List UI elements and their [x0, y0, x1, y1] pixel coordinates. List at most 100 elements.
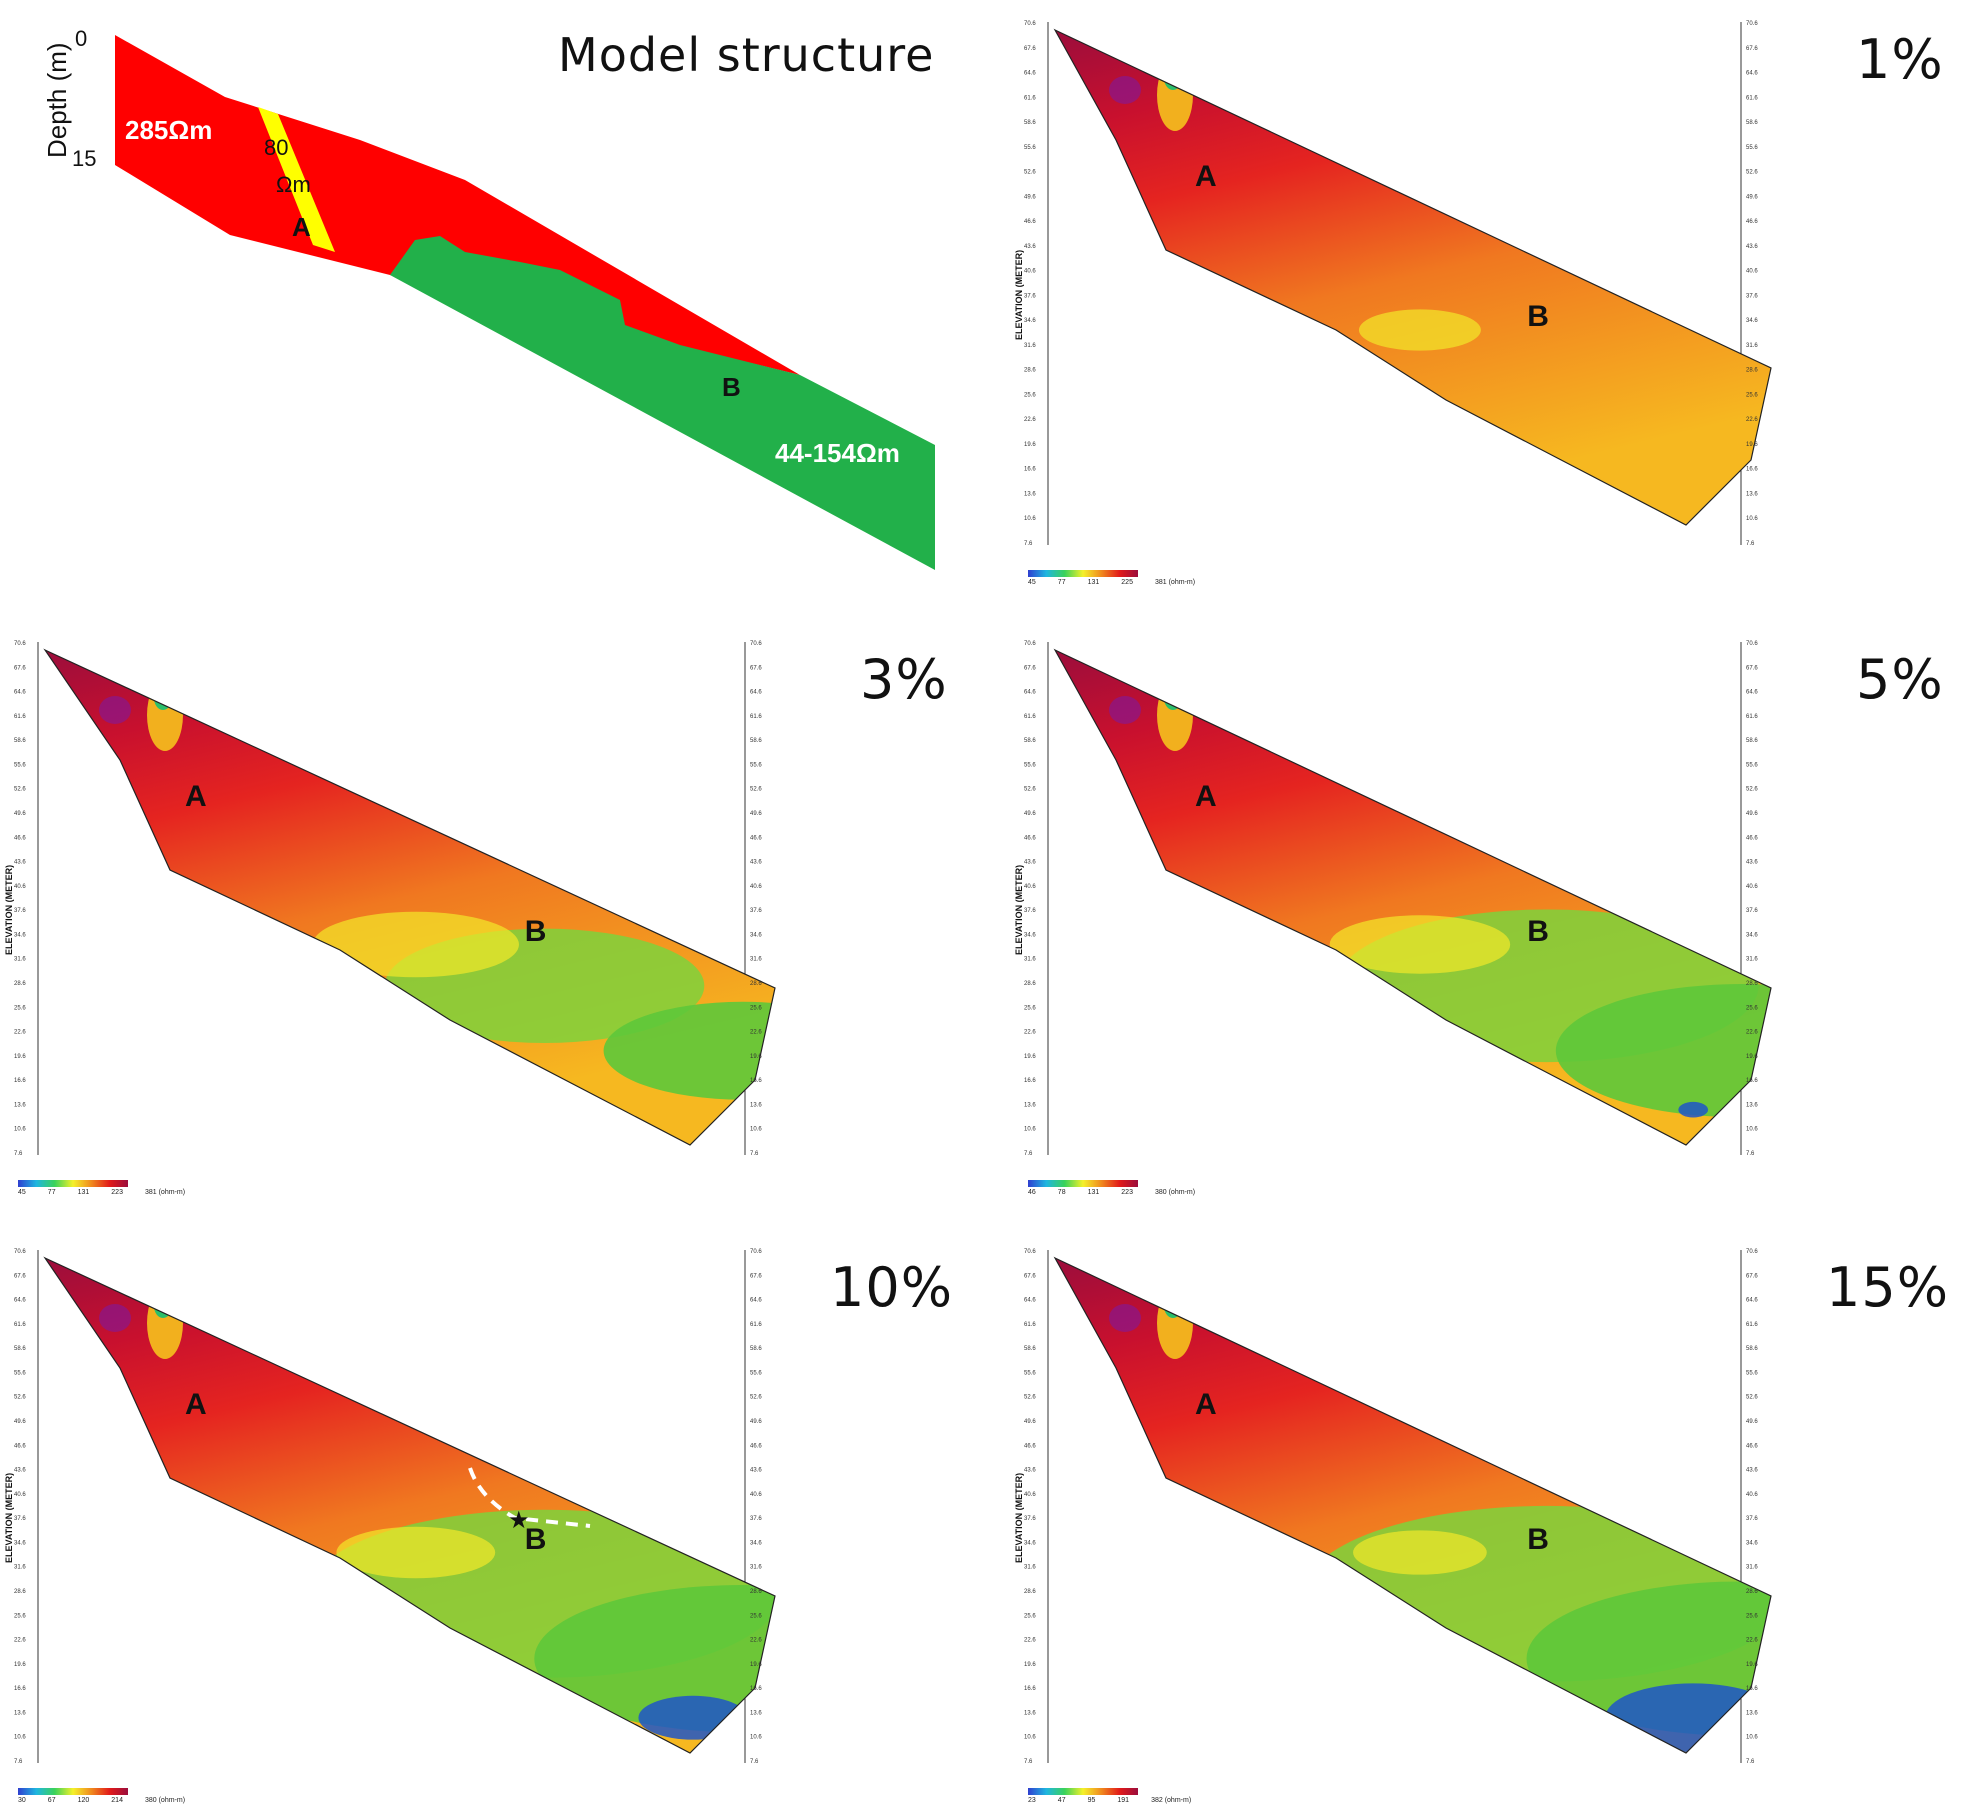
transition-zone — [336, 1526, 496, 1579]
elevation-tick-left: 28.6 — [14, 981, 26, 987]
colorbar-tick: 380 (ohm-m) — [1154, 1189, 1196, 1196]
section-outline — [1053, 648, 1772, 1146]
elevation-tick-left: 31.6 — [14, 957, 26, 963]
elevation-tick-right: 37.6 — [1746, 1516, 1758, 1522]
model-structure-drawing — [115, 35, 935, 570]
anomaly-a — [1157, 59, 1193, 131]
section-panel-5pct: 70.6 70.6 67.6 67.6 64.6 64.6 61.6 61.6 58.6 58.6… — [1010, 620, 1986, 1210]
elevation-tick-right: 25.6 — [750, 1613, 762, 1619]
elevation-tick-right: 28.6 — [1746, 1589, 1758, 1595]
elevation-tick-left: 7.6 — [14, 1759, 23, 1765]
elevation-tick-left: 25.6 — [1024, 392, 1036, 398]
interpreted-boundary — [468, 1467, 591, 1528]
elevation-tick-right: 25.6 — [750, 1005, 762, 1011]
elevation-tick-left: 10.6 — [1024, 1127, 1036, 1133]
elevation-tick-left: 70.6 — [14, 641, 26, 647]
anomaly-a-core — [1164, 1294, 1182, 1318]
elevation-tick-right: 43.6 — [1746, 244, 1758, 250]
elevation-tick-right: 19.6 — [750, 1054, 762, 1060]
elevation-tick-right: 67.6 — [750, 665, 762, 671]
model-title: Model structure — [558, 28, 935, 82]
elevation-tick-left: 34.6 — [1024, 318, 1036, 324]
model-upper-resistivity: 285Ωm — [125, 115, 213, 145]
elevation-tick-right: 61.6 — [1746, 714, 1758, 720]
elevation-tick-left: 10.6 — [1024, 1735, 1036, 1741]
colorbar-tick: 23 — [1028, 1797, 1036, 1804]
elevation-tick-right: 52.6 — [750, 1395, 762, 1401]
elevation-tick-left: 40.6 — [1024, 1492, 1036, 1498]
elevation-tick-right: 46.6 — [750, 835, 762, 841]
elevation-tick-left: 58.6 — [1024, 738, 1036, 744]
low-resistivity-zone — [1526, 1581, 1771, 1736]
elevation-tick-right: 70.6 — [750, 641, 762, 647]
elevation-tick-right: 55.6 — [1746, 1370, 1758, 1376]
elevation-tick-right: 31.6 — [1746, 1565, 1758, 1571]
elevation-tick-left: 13.6 — [1024, 1710, 1036, 1716]
elevation-tick-right: 49.6 — [1746, 194, 1758, 200]
colorbar-tick: 120 — [77, 1797, 90, 1804]
model-dyke-a — [258, 107, 335, 252]
elevation-tick-right: 19.6 — [1746, 442, 1758, 448]
elevation-tick-right: 13.6 — [750, 1710, 762, 1716]
elevation-tick-right: 61.6 — [750, 1322, 762, 1328]
elevation-tick-right: 46.6 — [750, 1443, 762, 1449]
anomaly-purple — [1109, 76, 1141, 104]
colorbar-tick: 77 — [1057, 579, 1066, 586]
elevation-tick-left: 46.6 — [14, 835, 26, 841]
elevation-tick-left: 49.6 — [14, 1419, 26, 1425]
elevation-tick-left: 64.6 — [1024, 690, 1036, 696]
elevation-tick-right: 43.6 — [1746, 1468, 1758, 1474]
elevation-tick-left: 25.6 — [1024, 1613, 1036, 1619]
elevation-tick-left: 19.6 — [14, 1662, 26, 1668]
colorbar-tick: 46 — [1028, 1189, 1036, 1196]
elevation-tick-right: 70.6 — [1746, 641, 1758, 647]
elevation-tick-left: 67.6 — [1024, 1273, 1036, 1279]
elevation-tick-left: 55.6 — [1024, 1370, 1036, 1376]
elevation-tick-right: 55.6 — [750, 1370, 762, 1376]
elevation-tick-right: 16.6 — [750, 1686, 762, 1692]
colorbar-tick: 191 — [1117, 1797, 1130, 1804]
transition-zone — [1353, 1530, 1487, 1575]
elevation-tick-left: 28.6 — [1024, 368, 1036, 374]
elevation-tick-right: 43.6 — [1746, 860, 1758, 866]
elevation-tick-left: 61.6 — [1024, 95, 1036, 101]
elevation-axis-label: ELEVATION (METER) — [1014, 864, 1024, 955]
elevation-tick-right: 61.6 — [1746, 1322, 1758, 1328]
anomaly-a-core — [154, 686, 172, 710]
section-title: 15% — [1826, 1256, 1950, 1319]
elevation-tick-left: 46.6 — [1024, 1443, 1036, 1449]
colorbar — [18, 1788, 128, 1795]
elevation-tick-right: 52.6 — [1746, 1395, 1758, 1401]
low-resistivity-zone — [1555, 984, 1771, 1118]
elevation-tick-right: 46.6 — [1746, 835, 1758, 841]
resistivity-section-svg: 70.6 70.6 67.6 67.6 64.6 64.6 61.6 61.6 58.6 58.6… — [1024, 641, 1772, 1157]
elevation-tick-left: 52.6 — [1024, 1395, 1036, 1401]
elevation-tick-right: 55.6 — [1746, 762, 1758, 768]
elevation-tick-left: 16.6 — [1024, 1078, 1036, 1084]
elevation-tick-left: 40.6 — [14, 884, 26, 890]
elevation-tick-right: 67.6 — [1746, 1273, 1758, 1279]
elevation-tick-right: 43.6 — [750, 860, 762, 866]
section-outline — [43, 1256, 776, 1754]
elevation-tick-left: 64.6 — [14, 690, 26, 696]
colorbar-tick: 45 — [18, 1189, 26, 1196]
model-label-b: B — [722, 372, 741, 402]
elevation-tick-left: 19.6 — [14, 1054, 26, 1060]
elevation-tick-left: 61.6 — [1024, 1322, 1036, 1328]
elevation-tick-right: 40.6 — [750, 1492, 762, 1498]
star-marker: ★ — [508, 1507, 530, 1534]
elevation-tick-left: 52.6 — [1024, 787, 1036, 793]
section-label-a: A — [185, 1388, 207, 1421]
anomaly-purple — [1109, 696, 1141, 724]
elevation-tick-right: 40.6 — [750, 884, 762, 890]
elevation-tick-right: 13.6 — [750, 1102, 762, 1108]
section-label-b: B — [1527, 300, 1549, 333]
elevation-tick-right: 58.6 — [1746, 738, 1758, 744]
colorbar-tick: 381 (ohm-m) — [144, 1189, 186, 1196]
elevation-tick-left: 64.6 — [1024, 1298, 1036, 1304]
model-upper-layer — [115, 35, 800, 375]
model-structure-panel: Depth (m) 0 15 Model structure 285Ωm 80 … — [0, 0, 990, 600]
elevation-tick-right: 67.6 — [750, 1273, 762, 1279]
elevation-tick-left: 19.6 — [1024, 1662, 1036, 1668]
elevation-tick-right: 28.6 — [750, 1589, 762, 1595]
